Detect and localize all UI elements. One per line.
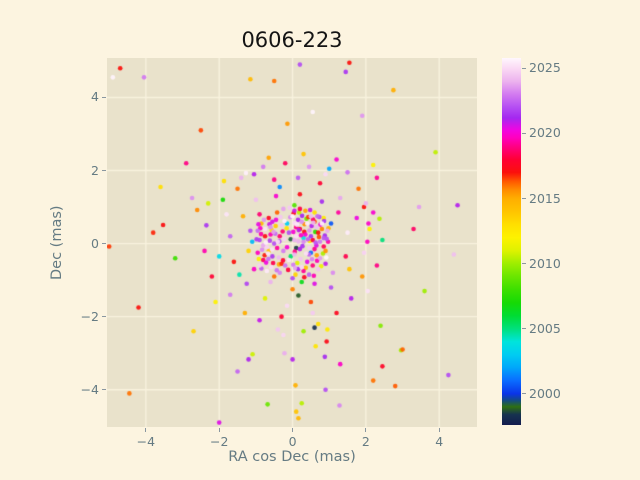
tick-mark [438, 428, 440, 432]
tick-label: −4 [80, 381, 99, 397]
tick-mark [218, 428, 220, 432]
tick-label: 2005 [529, 320, 561, 336]
tick-label: 0 [91, 235, 99, 251]
tick-mark [102, 243, 106, 245]
tick-label: 2015 [529, 190, 561, 206]
tick-label: −4 [136, 434, 156, 449]
tick-label: 2020 [529, 125, 561, 141]
tick-label: 2025 [529, 60, 561, 76]
tick-mark [522, 132, 526, 134]
tick-mark [365, 428, 367, 432]
chart-title: 0606-223 [241, 28, 343, 52]
tick-mark [145, 428, 147, 432]
tick-label: 4 [435, 434, 444, 449]
tick-mark [522, 67, 526, 69]
tick-mark [522, 328, 526, 330]
tick-mark [522, 393, 526, 395]
y-axis-label: Dec (mas) [49, 205, 65, 280]
tick-label: 4 [91, 89, 99, 105]
tick-mark [102, 170, 106, 172]
colorbar [502, 58, 521, 425]
tick-label: −2 [209, 434, 229, 449]
tick-label: 2000 [529, 385, 561, 401]
plot-area [107, 58, 477, 427]
tick-mark [522, 198, 526, 200]
tick-label: 2 [91, 162, 99, 178]
tick-mark [292, 428, 294, 432]
tick-label: 0 [288, 434, 297, 449]
tick-label: 2010 [529, 255, 561, 271]
tick-mark [102, 96, 106, 98]
tick-mark [522, 263, 526, 265]
tick-mark [102, 316, 106, 318]
tick-label: 2 [361, 434, 370, 449]
tick-label: −2 [80, 308, 99, 324]
tick-mark [102, 389, 106, 391]
scatter-canvas [107, 58, 477, 427]
x-axis-label: RA cos Dec (mas) [228, 449, 356, 465]
